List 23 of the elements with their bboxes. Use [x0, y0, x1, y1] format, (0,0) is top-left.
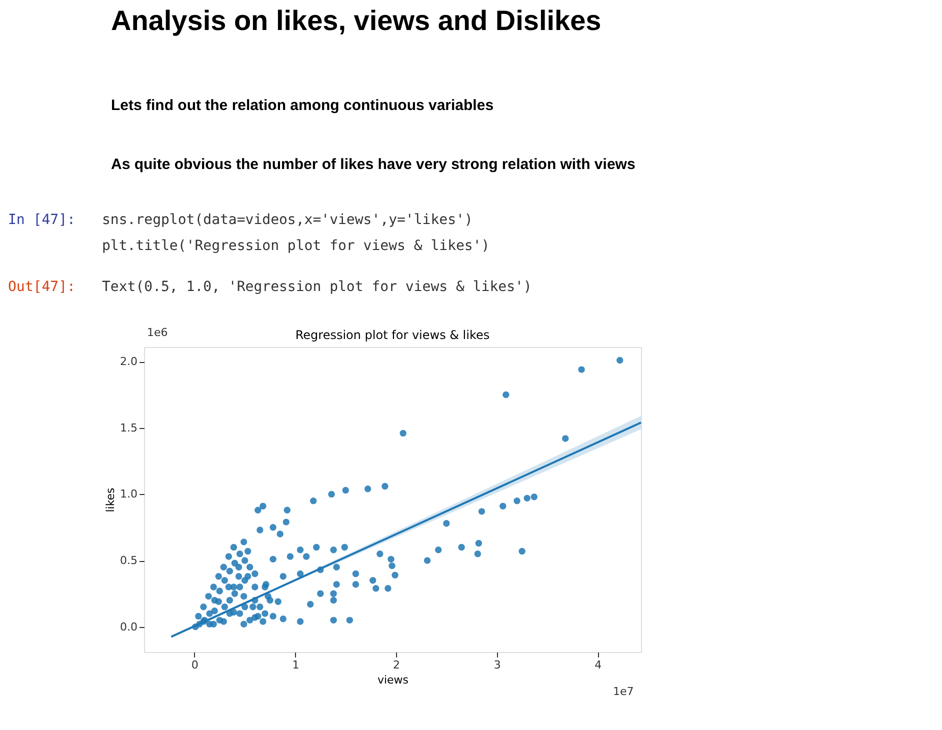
- y-tick-label: 1.0: [120, 488, 138, 501]
- text: Analysis on likes, views and Dislikes: [111, 5, 602, 36]
- x-axis-title: views: [377, 674, 409, 686]
- text: Text(0.5, 1.0, 'Regression plot for views & likes'): [102, 279, 532, 295]
- x-tick-label: 1: [292, 658, 300, 672]
- y-axis-title: likes: [104, 487, 118, 512]
- text: Out[47]:: [8, 279, 76, 295]
- y-tick-label: 1.5: [120, 421, 138, 434]
- text: 1e7: [613, 685, 634, 698]
- text: Lets find out the relation among continuous variables: [111, 97, 494, 114]
- y-tick-label: 0.0: [120, 620, 138, 634]
- y-tick-label: 0.5: [120, 554, 138, 567]
- y-tick-label: 2.0: [120, 355, 138, 368]
- x-tick-label: 0: [191, 658, 198, 672]
- x-tick-label: 4: [594, 658, 602, 672]
- x-tick-label: 2: [393, 658, 400, 672]
- text: sns.regplot(data=videos,x='views',y='likes'): [102, 212, 473, 228]
- text: 1e6: [147, 326, 168, 339]
- chart-title: Regression plot for views & likes: [295, 328, 490, 342]
- text: In [47]:: [8, 212, 76, 228]
- x-tick-label: 3: [494, 658, 501, 672]
- text: As quite obvious the number of likes have very strong relation with views: [111, 156, 636, 173]
- text: plt.title('Regression plot for views & likes'): [102, 238, 490, 254]
